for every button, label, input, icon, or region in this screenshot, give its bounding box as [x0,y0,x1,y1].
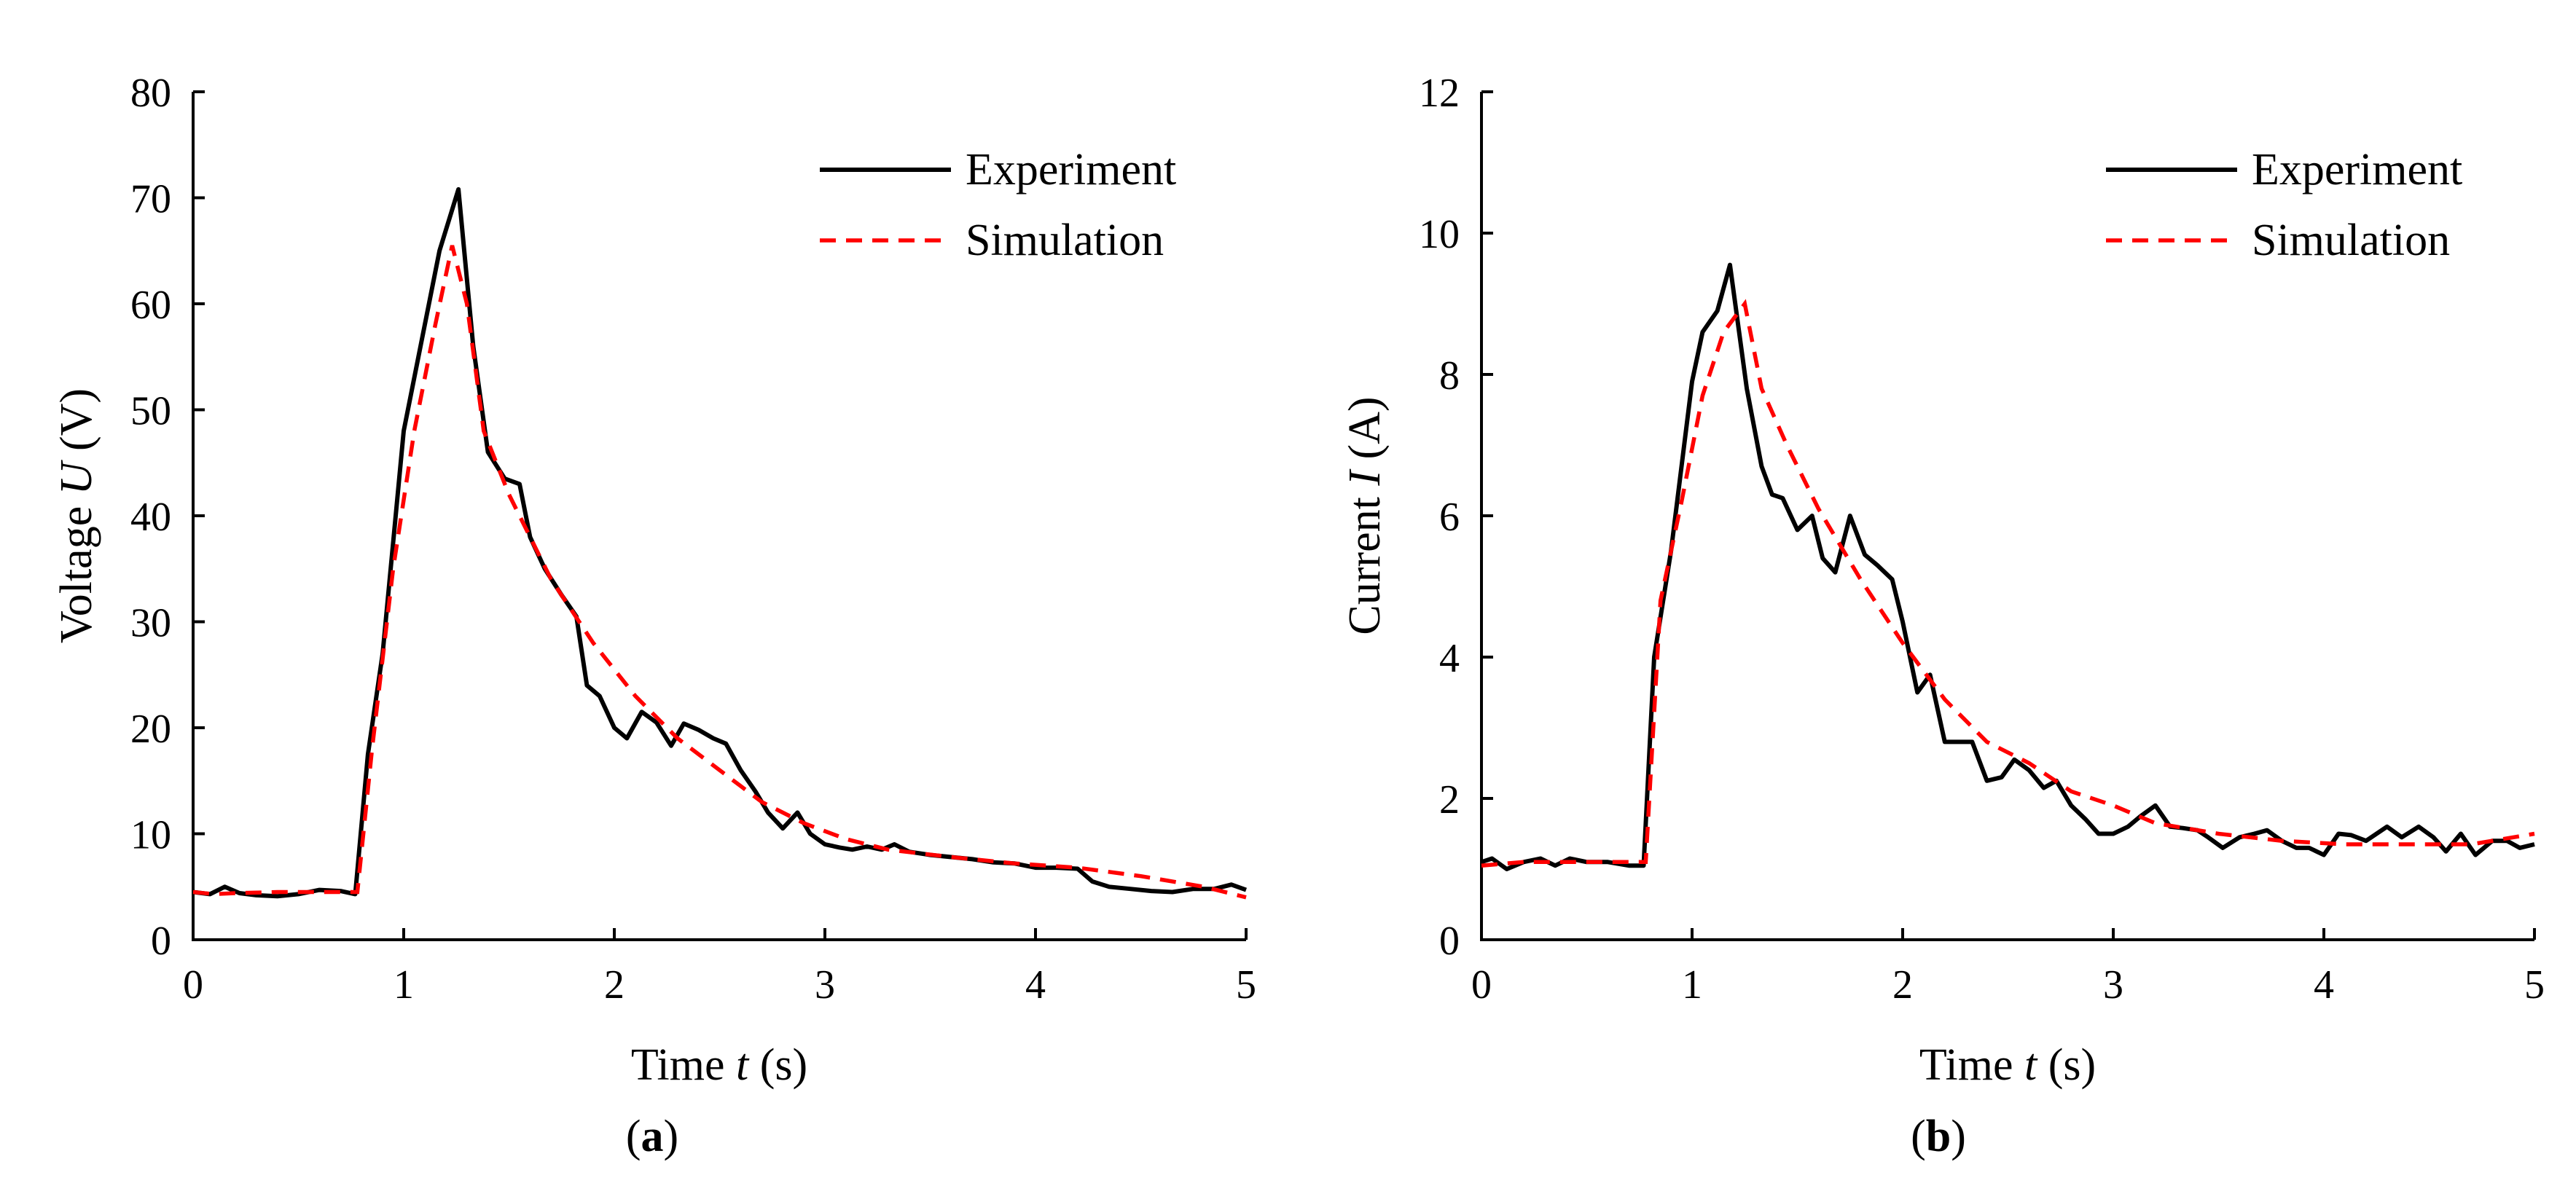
y-tick-label: 10 [130,813,171,858]
x-axis-label: Time t (s) [1919,1040,2096,1090]
y-tick-label: 40 [130,495,171,540]
series-layer [1481,262,2535,871]
x-tick-label: 0 [1471,962,1492,1007]
y-tick-label: 10 [1419,212,1460,257]
y-tick-label: 60 [130,283,171,328]
y-tick-label: 30 [130,601,171,646]
y-tick-label: 20 [130,707,171,752]
y-tick-label: 80 [130,71,171,116]
panel-label-a: (a) [626,1112,678,1161]
y-tick-label: 0 [151,919,171,964]
y-tick-label: 50 [130,389,171,434]
x-axis-label: Time t (s) [631,1040,807,1090]
x-tick-label: 2 [1892,962,1913,1007]
y-tick-label: 2 [1439,777,1460,822]
y-tick-label: 6 [1439,495,1460,540]
x-tick-label: 3 [815,962,835,1007]
panel-label-b: (b) [1911,1112,1966,1161]
legend-label-simulation: Simulation [2252,216,2450,265]
x-tick-label: 4 [1025,962,1046,1007]
y-tick-label: 8 [1439,353,1460,398]
x-tick-label: 1 [394,962,414,1007]
y-tick-label: 0 [1439,919,1460,964]
legend: Experiment Simulation [2106,145,2462,265]
series-line-experiment [1481,262,2535,871]
legend-label-experiment: Experiment [966,145,1176,195]
x-tick-label: 0 [183,962,203,1007]
legend: Experiment Simulation [820,145,1176,265]
y-axis-label: Voltage U (V) [52,388,101,643]
y-tick-label: 12 [1419,71,1460,116]
x-tick-label: 2 [604,962,625,1007]
legend-label-experiment: Experiment [2252,145,2462,195]
series-layer [192,186,1248,900]
x-tick-label: 5 [2524,962,2545,1007]
series-line-simulation [192,245,1247,900]
legend-label-simulation: Simulation [966,216,1164,265]
x-tick-label: 1 [1682,962,1702,1007]
x-tick-label: 3 [2103,962,2123,1007]
y-axis-label: Current I (A) [1340,396,1390,635]
y-tick-label: 4 [1439,636,1460,681]
x-tick-label: 5 [1236,962,1256,1007]
series-line-simulation [1481,299,2535,868]
y-tick-label: 70 [130,177,171,222]
x-tick-label: 4 [2314,962,2334,1007]
